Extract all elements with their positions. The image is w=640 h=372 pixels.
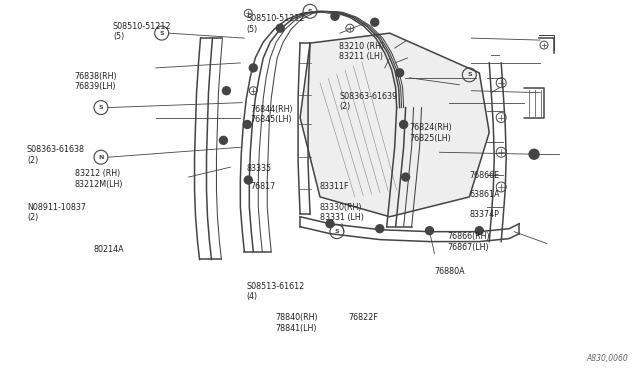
Text: S: S: [99, 105, 103, 110]
Text: S: S: [308, 9, 312, 14]
Circle shape: [244, 176, 252, 184]
Circle shape: [243, 121, 252, 128]
Text: 76838(RH)
76839(LH): 76838(RH) 76839(LH): [75, 71, 117, 91]
Text: S: S: [335, 229, 339, 234]
Circle shape: [426, 227, 433, 235]
Text: 76866E: 76866E: [470, 171, 500, 180]
Text: S: S: [159, 31, 164, 36]
Text: N: N: [99, 155, 104, 160]
Text: 76880A: 76880A: [435, 267, 465, 276]
Circle shape: [276, 24, 284, 32]
Circle shape: [223, 87, 230, 95]
Circle shape: [529, 149, 539, 159]
Text: 76866(RH)
76867(LH): 76866(RH) 76867(LH): [447, 232, 490, 251]
Text: 78840(RH)
78841(LH): 78840(RH) 78841(LH): [275, 313, 318, 333]
Text: 80214A: 80214A: [94, 245, 124, 254]
Circle shape: [402, 173, 410, 181]
Circle shape: [250, 64, 257, 72]
Text: S08510-51212
(5): S08510-51212 (5): [246, 14, 305, 34]
Text: S: S: [467, 72, 472, 77]
Circle shape: [331, 12, 339, 20]
Text: N08911-10837
(2): N08911-10837 (2): [27, 203, 86, 222]
Text: 83311F: 83311F: [320, 182, 349, 191]
Circle shape: [376, 225, 384, 232]
Text: 63861A: 63861A: [470, 190, 500, 199]
Text: 76817: 76817: [250, 182, 275, 191]
Text: 83210 (RH)
83211 (LH): 83210 (RH) 83211 (LH): [339, 42, 384, 61]
Text: S08363-61638
(2): S08363-61638 (2): [27, 145, 85, 165]
Text: S08363-61639
(2): S08363-61639 (2): [339, 92, 397, 111]
Text: 83330(RH)
83331 (LH): 83330(RH) 83331 (LH): [320, 203, 364, 222]
Text: 83335: 83335: [246, 164, 272, 173]
Circle shape: [396, 69, 404, 77]
Circle shape: [326, 220, 334, 228]
Polygon shape: [300, 33, 489, 217]
Circle shape: [399, 121, 408, 128]
Text: 83374P: 83374P: [470, 210, 500, 219]
Text: A830,0060: A830,0060: [587, 354, 628, 363]
Text: 76844(RH)
76845(LH): 76844(RH) 76845(LH): [250, 105, 292, 124]
Text: S08513-61612
(4): S08513-61612 (4): [246, 282, 305, 301]
Text: 76824(RH)
76825(LH): 76824(RH) 76825(LH): [409, 123, 452, 142]
Text: 76822F: 76822F: [349, 313, 378, 323]
Text: S08510-51212
(5): S08510-51212 (5): [113, 22, 172, 41]
Circle shape: [220, 137, 227, 144]
Circle shape: [476, 227, 483, 235]
Circle shape: [371, 18, 379, 26]
Text: 83212 (RH)
83212M(LH): 83212 (RH) 83212M(LH): [75, 169, 123, 189]
